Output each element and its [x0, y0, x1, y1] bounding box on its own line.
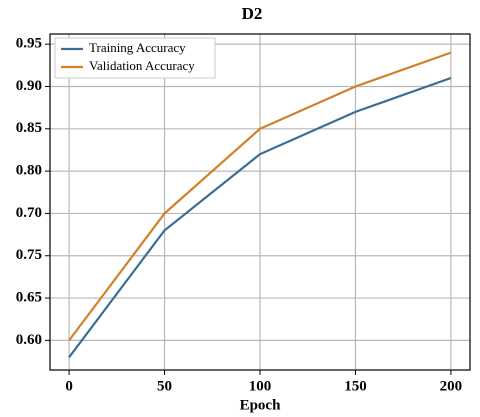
y-tick-label: 0.95 — [16, 36, 42, 52]
y-tick-label: 0.75 — [16, 247, 42, 263]
chart-title: D2 — [242, 4, 263, 23]
legend: Training Accuracy Validation Accuracy — [54, 37, 216, 79]
plot-frame — [49, 33, 471, 371]
x-tick-label: 150 — [344, 378, 367, 394]
y-tick-label: 0.65 — [16, 289, 42, 305]
y-tick-label: 0.90 — [16, 78, 42, 94]
x-tick-label: 0 — [65, 378, 73, 394]
x-axis-label: Epoch — [240, 397, 282, 413]
legend-box — [54, 37, 216, 79]
line-series — [68, 76, 452, 358]
x-tick-label: 50 — [157, 378, 172, 394]
legend-label: Training Accuracy — [89, 40, 186, 55]
x-tick-label: 200 — [440, 378, 463, 394]
legend-label: Validation Accuracy — [89, 58, 195, 73]
y-tick-label: 0.60 — [16, 332, 42, 348]
line-series — [68, 51, 452, 342]
y-tick-label: 0.85 — [16, 120, 42, 136]
y-tick-label: 0.80 — [16, 163, 42, 179]
x-tick-label: 100 — [249, 378, 272, 394]
y-tick-label: 0.70 — [16, 205, 42, 221]
